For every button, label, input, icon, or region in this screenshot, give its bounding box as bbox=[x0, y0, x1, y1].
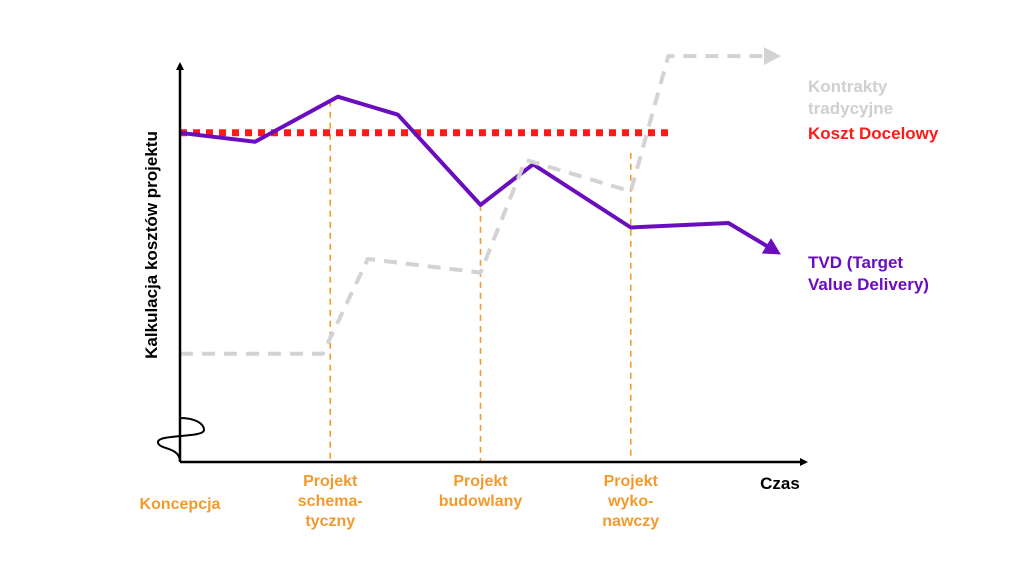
phase-label: nawczy bbox=[602, 513, 659, 530]
phase-label: budowlany bbox=[439, 493, 523, 510]
series-arrowhead bbox=[761, 238, 781, 255]
series-line bbox=[180, 54, 767, 356]
series-label: Kontrakty bbox=[808, 77, 888, 96]
series-label: TVD (Target bbox=[808, 253, 903, 272]
phase-guides bbox=[329, 100, 632, 462]
series-kontrakty-tradycyjne bbox=[180, 47, 781, 356]
phase-labels: Koncepcja Projekt schema-tyczny Projekt budo… bbox=[140, 473, 660, 530]
phase-label: wyko- bbox=[607, 493, 653, 510]
series-layer bbox=[179, 47, 781, 356]
series-arrowhead bbox=[764, 47, 781, 66]
phase-label: schema- bbox=[298, 493, 363, 510]
phase-label: tyczny bbox=[305, 513, 355, 530]
phase-label: Projekt bbox=[604, 473, 659, 490]
series-label: tradycyjne bbox=[808, 99, 893, 118]
series-tvd-target-value-delivery bbox=[179, 94, 781, 255]
phase-label: Koncepcja bbox=[140, 496, 221, 513]
series-line bbox=[179, 94, 771, 250]
x-axis-label: Czas bbox=[760, 474, 800, 493]
phase-label: Projekt bbox=[453, 473, 508, 490]
series-labels: Koszt Docelowy TVD (Target Value Delivery)… bbox=[808, 77, 939, 294]
y-axis-label: Kalkulacja kosztów projektu bbox=[142, 131, 161, 359]
phase-label: Projekt bbox=[303, 473, 358, 490]
series-label: Value Delivery) bbox=[808, 275, 929, 294]
axis-break-symbol bbox=[156, 417, 206, 463]
series-label: Koszt Docelowy bbox=[808, 124, 939, 143]
